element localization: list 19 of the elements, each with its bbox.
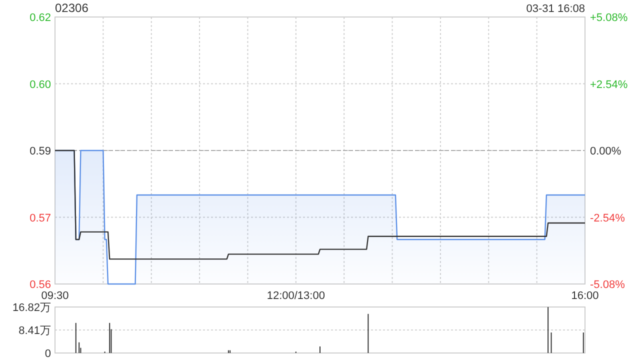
- x-tick-label: 12:00/13:00: [266, 290, 325, 302]
- y-tick-label: 16.82万: [12, 302, 51, 314]
- y2-tick-label: +5.08%: [590, 12, 628, 24]
- y-tick-label: 0.62: [30, 12, 51, 24]
- y-tick-label: 8.41万: [18, 325, 51, 337]
- y2-tick-label: -2.54%: [590, 212, 626, 224]
- x-tick-label: 09:30: [41, 290, 69, 302]
- y-tick-label: 0.57: [30, 212, 51, 224]
- y2-tick-label: +2.54%: [590, 78, 628, 91]
- chart-title: 02306: [55, 1, 89, 15]
- y-tick-label: 0: [44, 348, 51, 360]
- y2-tick-label: 0.00%: [590, 146, 622, 158]
- text: 03-31 16:08: [526, 3, 585, 15]
- y-tick-label: 0.56: [30, 279, 51, 291]
- line-series: [54, 150, 586, 260]
- y2-tick-label: -5.08%: [590, 279, 626, 291]
- y-tick-label: 0.59: [30, 146, 51, 158]
- y-tick-label: 0.60: [30, 78, 51, 91]
- x-tick-label: 16:00: [571, 290, 599, 302]
